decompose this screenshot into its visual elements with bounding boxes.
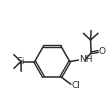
Text: Cl: Cl bbox=[71, 81, 80, 90]
Text: NH: NH bbox=[79, 55, 93, 64]
Text: Si: Si bbox=[17, 57, 25, 66]
Text: O: O bbox=[99, 46, 106, 56]
